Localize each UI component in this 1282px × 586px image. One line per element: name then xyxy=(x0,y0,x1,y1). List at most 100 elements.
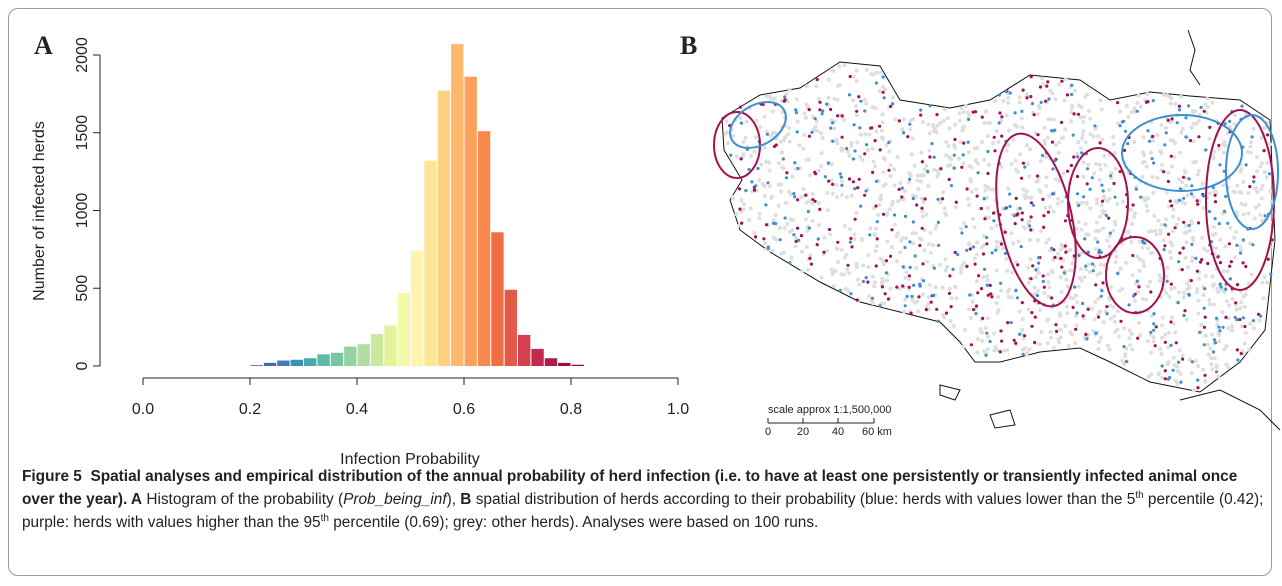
herd-dot xyxy=(797,238,801,242)
herd-dot xyxy=(1235,183,1240,188)
herd-dot xyxy=(936,197,940,201)
herd-dot xyxy=(1113,166,1118,171)
herd-dot xyxy=(803,217,808,222)
herd-dot xyxy=(783,216,787,220)
herd-dot xyxy=(1168,376,1172,380)
herd-dot xyxy=(1063,219,1067,223)
herd-dot xyxy=(1099,294,1103,298)
herd-dot xyxy=(1082,115,1087,119)
herd-dot xyxy=(1047,285,1052,290)
herd-dot xyxy=(1191,235,1195,240)
herd-dot xyxy=(903,297,908,302)
herd-dot xyxy=(874,129,879,134)
herd-dot xyxy=(878,70,883,75)
herd-dot xyxy=(825,208,830,213)
herd-dot xyxy=(911,241,916,246)
herd-dot xyxy=(781,166,786,171)
herd-dot xyxy=(1076,220,1081,224)
herd-dot xyxy=(1034,268,1038,272)
herd-dot xyxy=(947,286,952,291)
herd-dot xyxy=(953,285,958,290)
herd-dot xyxy=(1152,161,1156,165)
herd-dot xyxy=(1112,151,1117,155)
herd-dot xyxy=(823,175,827,179)
herd-dot xyxy=(1153,229,1158,233)
herd-dot xyxy=(1109,285,1113,290)
herd-dot xyxy=(1048,205,1053,209)
herd-dot xyxy=(928,283,932,288)
herd-dot xyxy=(830,270,835,275)
herd-dot xyxy=(969,315,973,320)
herd-dot xyxy=(847,153,852,158)
herd-dot xyxy=(1226,326,1231,331)
herd-dot xyxy=(1205,105,1210,110)
herd-dot xyxy=(1145,208,1150,213)
herd-dot xyxy=(1074,226,1079,231)
herd-dot xyxy=(921,200,926,204)
herd-dot xyxy=(874,179,879,183)
herd-dot xyxy=(1116,334,1121,339)
herd-dot xyxy=(1098,271,1103,275)
herd-dot xyxy=(1070,92,1074,97)
herd-dot xyxy=(1107,188,1112,192)
herd-dot xyxy=(1265,160,1270,165)
herd-dot xyxy=(1037,261,1041,265)
herd-dot xyxy=(1184,281,1189,286)
herd-dot xyxy=(1189,192,1193,196)
herd-dot xyxy=(814,172,818,176)
herd-dot xyxy=(1069,119,1074,124)
herd-dot xyxy=(919,113,923,117)
herd-dot xyxy=(799,234,804,238)
herd-dot xyxy=(891,199,895,204)
herd-dot xyxy=(1120,120,1124,124)
herd-dot xyxy=(796,226,800,230)
herd-dot xyxy=(967,202,971,207)
herd-dot xyxy=(729,153,733,157)
herd-dot xyxy=(1135,279,1139,283)
herd-dot xyxy=(1081,119,1086,124)
herd-dot xyxy=(1225,269,1230,274)
herd-dot xyxy=(1015,169,1020,174)
herd-dot xyxy=(1135,290,1140,295)
herd-dot xyxy=(1071,305,1075,309)
herd-dot xyxy=(908,173,913,178)
herd-dot xyxy=(1216,255,1220,259)
herd-dot xyxy=(1065,93,1070,97)
herd-dot xyxy=(1042,285,1046,289)
herd-dot xyxy=(1172,285,1177,290)
herd-dot xyxy=(845,195,849,200)
herd-dot xyxy=(1118,109,1122,114)
herd-dot xyxy=(815,129,820,133)
herd-dot xyxy=(1039,100,1043,104)
herd-dot xyxy=(1164,274,1169,279)
herd-dot xyxy=(805,228,810,233)
herd-dot xyxy=(1034,275,1038,279)
herd-dot xyxy=(1263,125,1268,130)
herd-dot xyxy=(1100,137,1105,142)
herd-dot xyxy=(1137,285,1141,289)
herd-dot xyxy=(894,234,899,239)
herd-dot xyxy=(839,248,844,252)
herd-dot xyxy=(840,183,844,187)
herd-dot xyxy=(926,183,931,188)
herd-dot xyxy=(889,104,893,108)
herd-dot xyxy=(874,70,879,75)
herd-dot xyxy=(1046,294,1051,299)
herd-dot xyxy=(903,275,908,280)
herd-dot xyxy=(1146,129,1150,133)
herd-dot xyxy=(1200,258,1204,262)
herd-dot xyxy=(1095,201,1099,206)
herd-dot xyxy=(972,146,977,151)
caption-part: ), xyxy=(446,491,457,508)
herd-dot xyxy=(1256,312,1261,316)
herd-dot xyxy=(953,145,957,150)
herd-dot xyxy=(1082,195,1086,199)
herd-dot xyxy=(920,292,925,297)
herd-dot xyxy=(975,336,980,341)
herd-dot xyxy=(903,304,907,308)
herd-dot xyxy=(885,239,890,244)
herd-dot xyxy=(808,253,813,258)
herd-dot xyxy=(886,297,891,301)
herd-dot xyxy=(1217,222,1221,226)
herd-dot xyxy=(911,220,916,224)
